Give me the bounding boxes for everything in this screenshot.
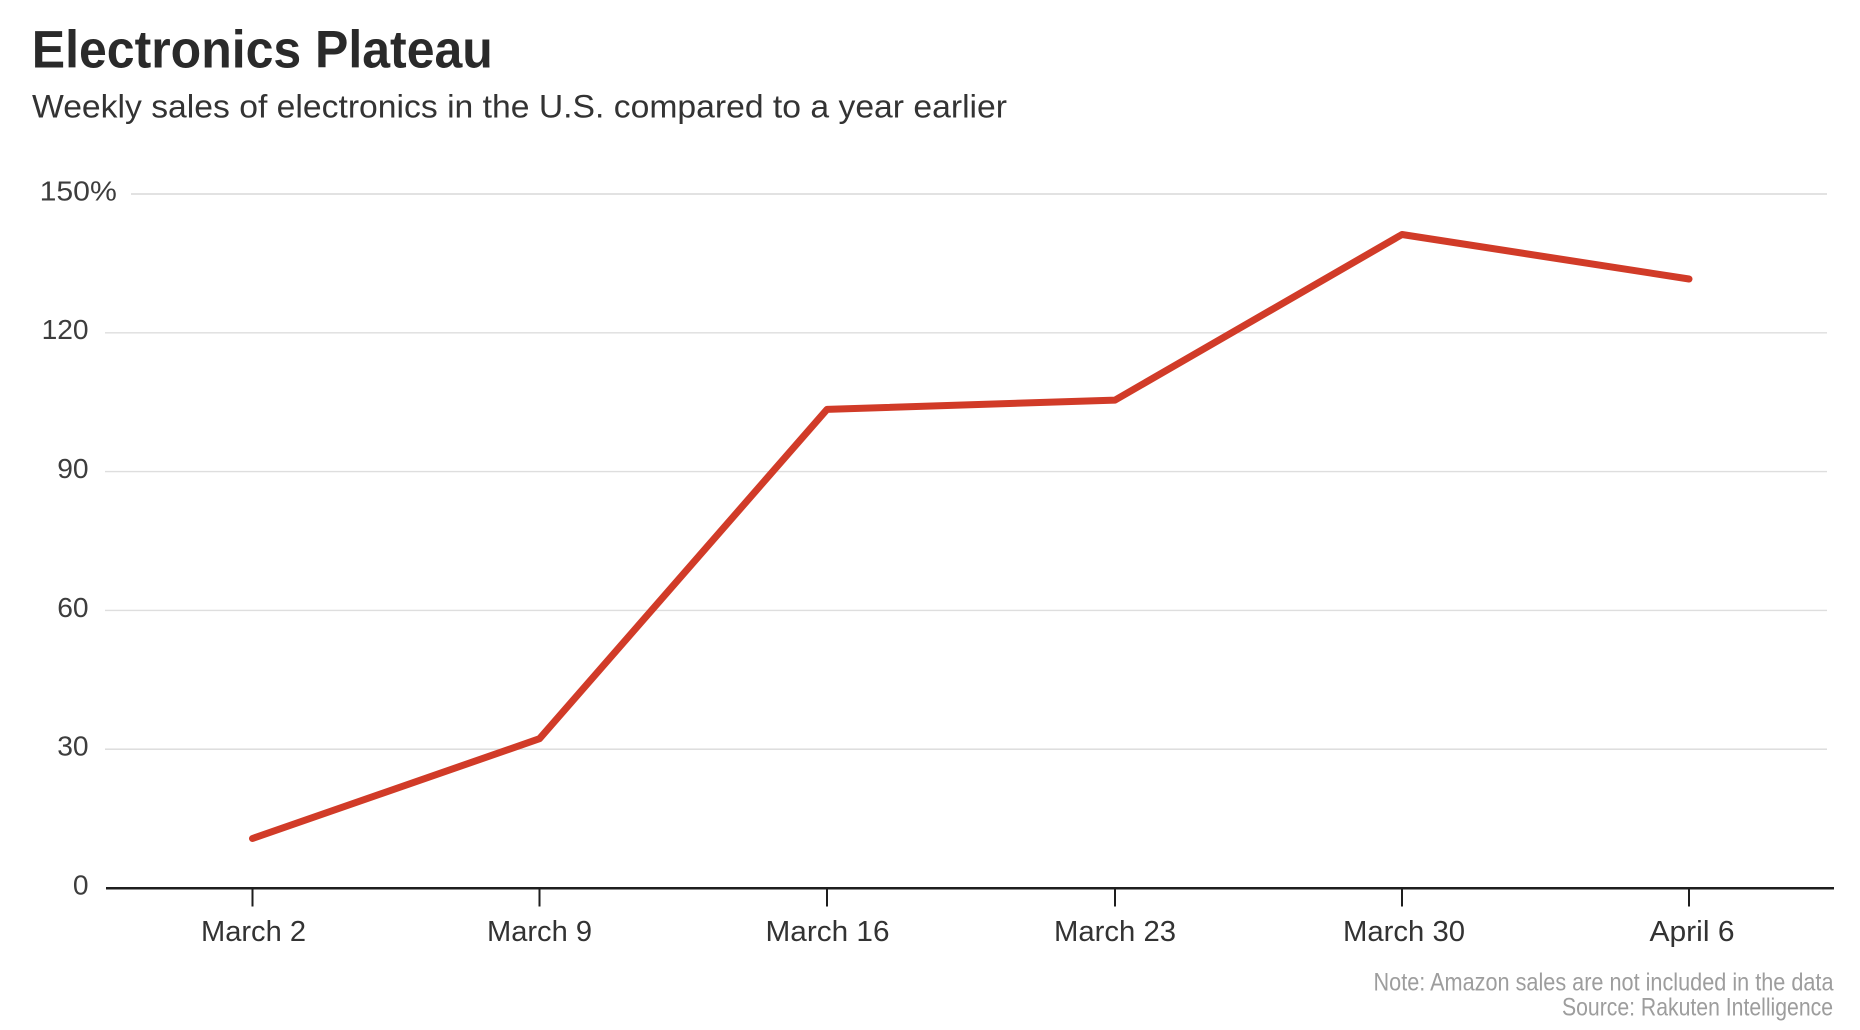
- svg-text:March 16: March 16: [766, 916, 890, 948]
- svg-text:90: 90: [57, 452, 88, 484]
- svg-text:0: 0: [73, 868, 89, 900]
- svg-text:Source: Rakuten Intelligence: Source: Rakuten Intelligence: [1562, 994, 1833, 1022]
- svg-text:60: 60: [57, 591, 88, 623]
- svg-text:Weekly sales of electronics in: Weekly sales of electronics in the U.S. …: [32, 88, 1007, 124]
- svg-text:March 2: March 2: [201, 916, 306, 948]
- svg-text:March 30: March 30: [1343, 916, 1465, 948]
- svg-text:March 23: March 23: [1054, 916, 1176, 948]
- svg-text:150%: 150%: [40, 174, 117, 206]
- svg-text:April 6: April 6: [1650, 916, 1735, 948]
- svg-text:Electronics Plateau: Electronics Plateau: [32, 21, 493, 80]
- svg-text:30: 30: [57, 730, 88, 762]
- svg-text:March 9: March 9: [487, 916, 592, 948]
- svg-text:Note: Amazon sales are not inc: Note: Amazon sales are not included in t…: [1374, 968, 1834, 996]
- svg-text:120: 120: [42, 313, 89, 345]
